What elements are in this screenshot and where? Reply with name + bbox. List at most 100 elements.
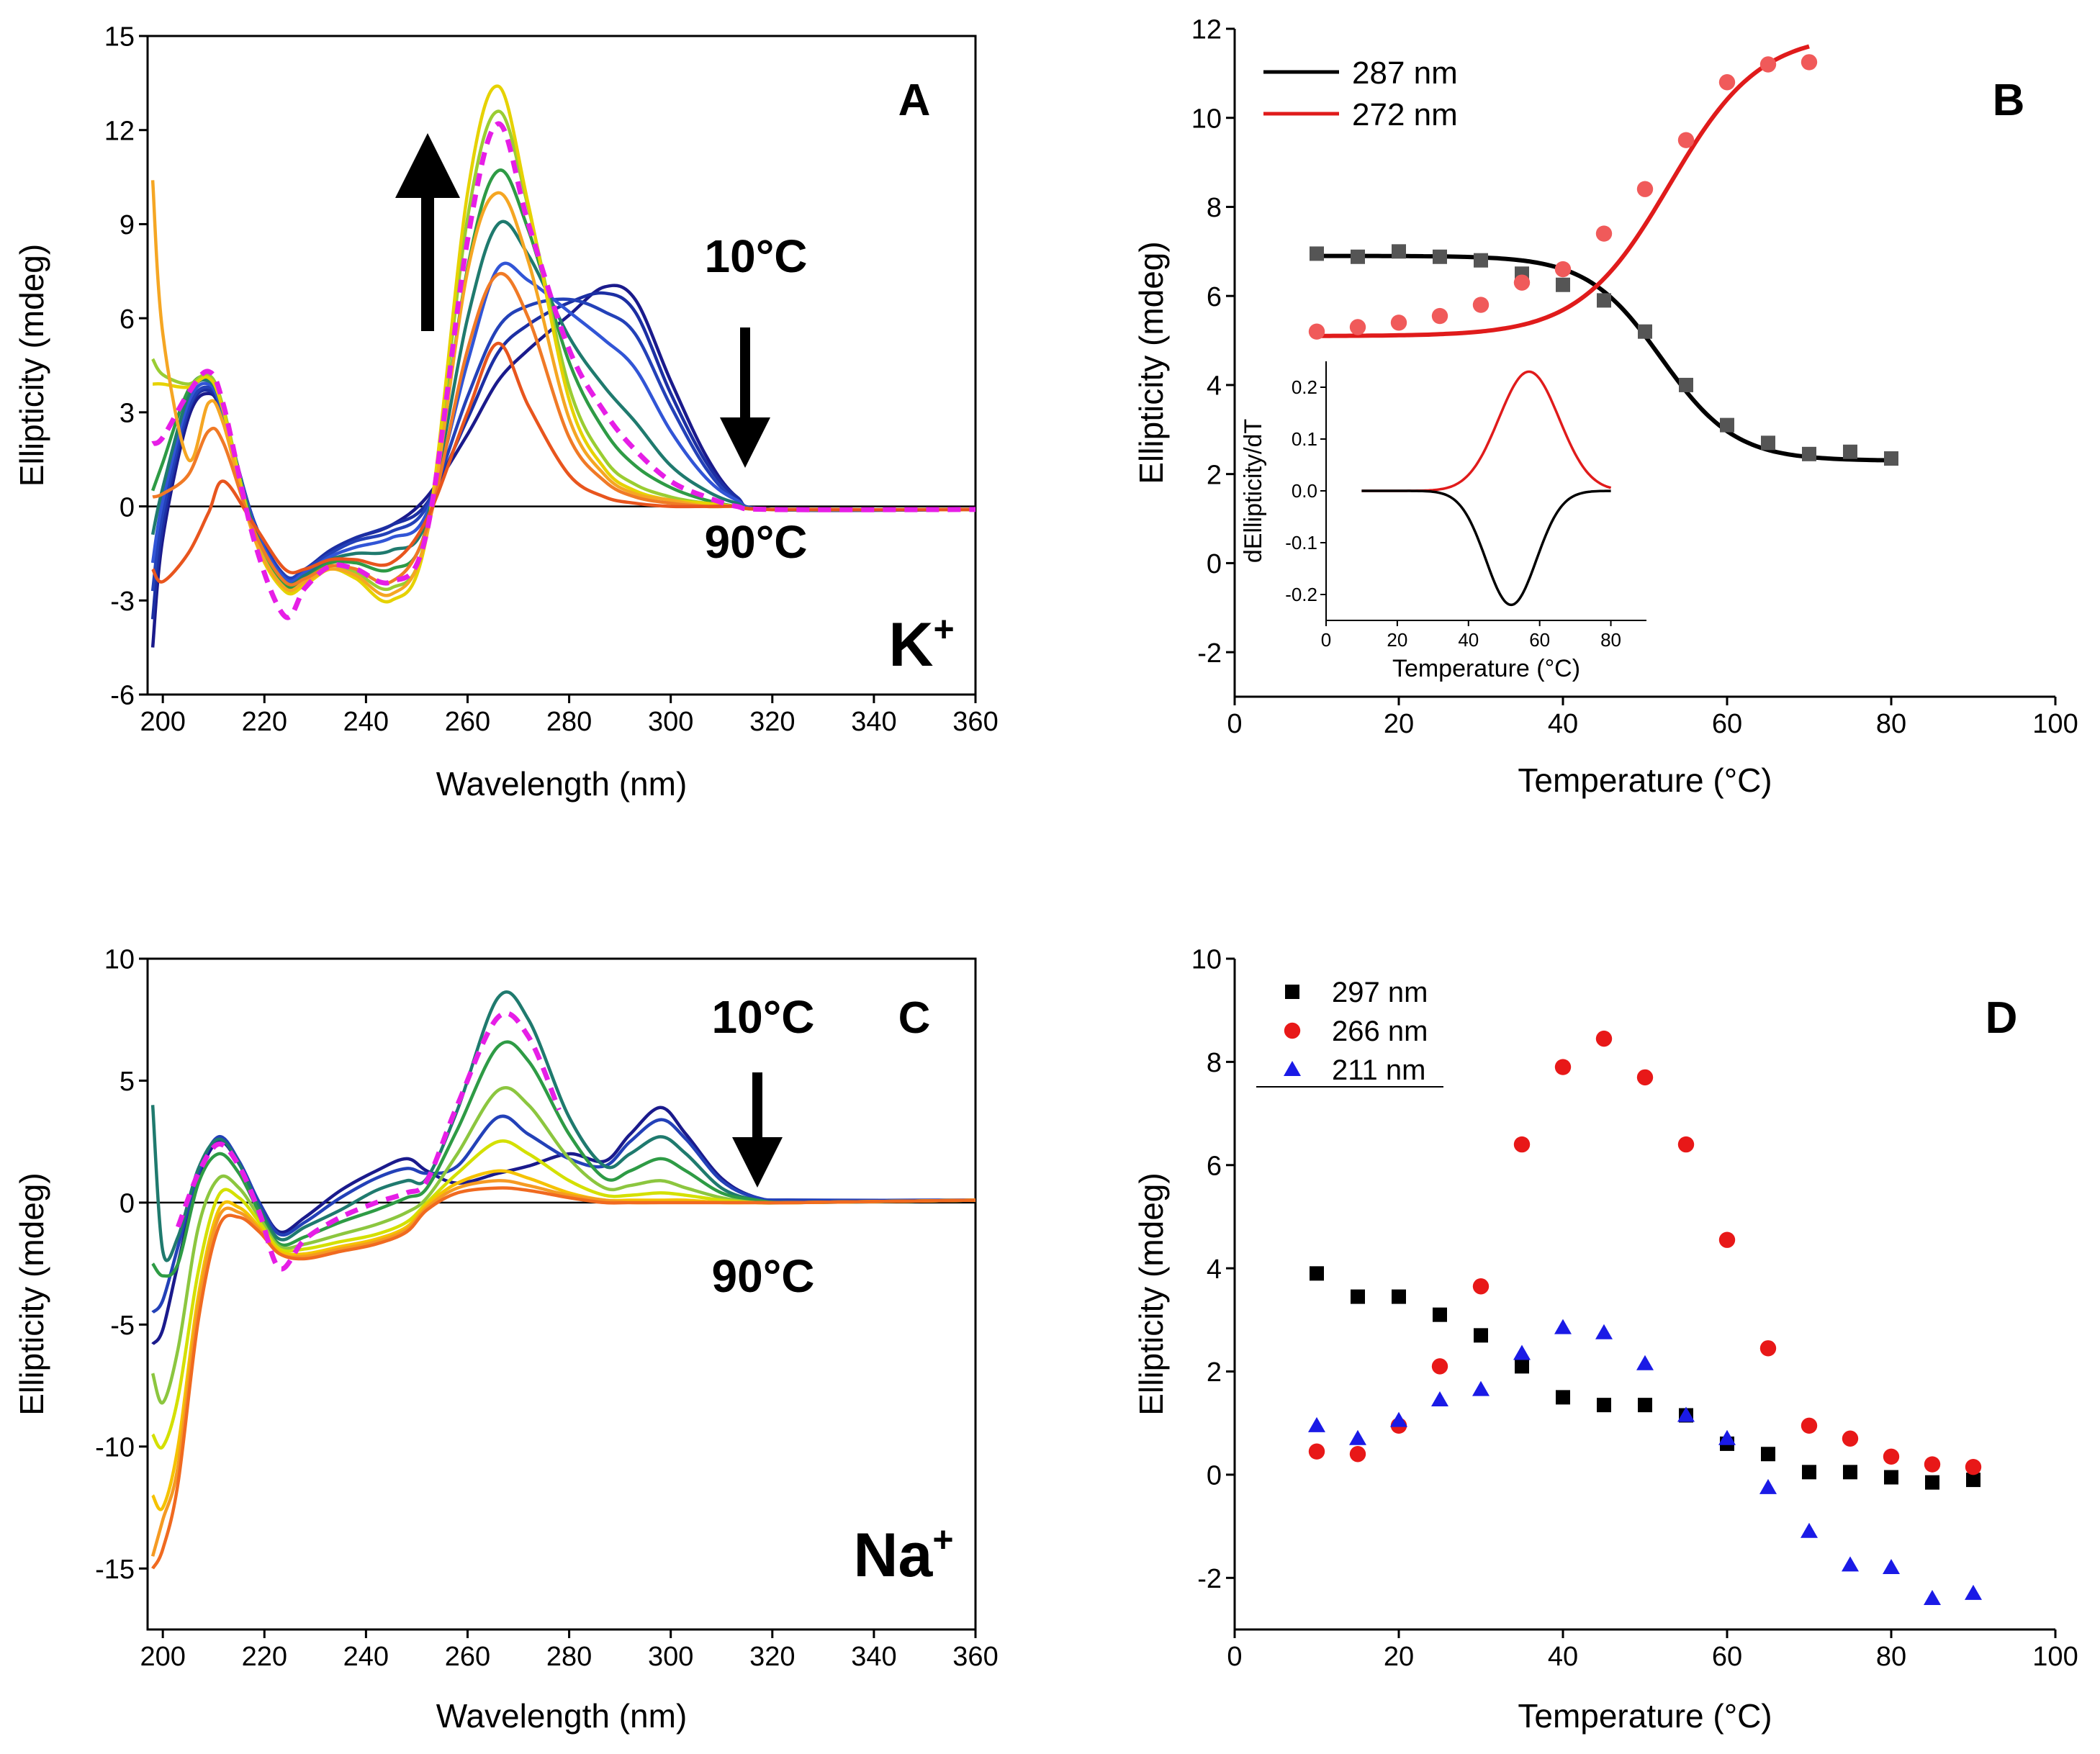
d-y-axis-title: Ellipticity (mdeg) (1132, 1172, 1170, 1415)
a-series-90c (151, 341, 976, 584)
b-point-287nm (1884, 451, 1898, 466)
c-y-tick-label: 0 (120, 1189, 135, 1219)
b-point-272nm (1554, 261, 1572, 278)
d-point-266nm (1513, 1136, 1531, 1153)
panel-b-legend: 287 nm 272 nm (1263, 55, 1458, 132)
d-point-211nm (1595, 1324, 1613, 1339)
d-x-tick-label: 60 (1712, 1642, 1742, 1672)
c-series-50c (150, 1085, 976, 1405)
d-x-tick-label: 40 (1548, 1642, 1578, 1672)
b-y-tick-label: 0 (1207, 549, 1222, 579)
b-y-axis-title: Ellipticity (mdeg) (1132, 241, 1170, 484)
d-point-297nm (1474, 1328, 1488, 1343)
panel-a-plot-area: 200 220 240 260 280 300 320 340 360 -6 -3 0 3 6 9 12 15 W… (13, 22, 999, 803)
b-inset-x-tick-label: 60 (1529, 629, 1550, 651)
panel-a-ion-label: K+ (888, 609, 954, 679)
d-legend-marker (1284, 1061, 1301, 1076)
b-inset-x-tick-label: 80 (1600, 629, 1621, 651)
d-point-266nm (1718, 1231, 1736, 1248)
c-x-tick-label: 260 (445, 1642, 490, 1672)
d-point-297nm (1392, 1289, 1406, 1304)
b-inset-y-tick-label: 0.0 (1292, 480, 1317, 502)
panel-a-temp-low-label: 90°C (705, 516, 808, 568)
d-y-tick-label: 0 (1207, 1461, 1222, 1491)
d-point-211nm (1636, 1355, 1654, 1370)
d-point-266nm (1677, 1136, 1695, 1153)
panel-c-label: C (898, 993, 931, 1043)
c-y-tick-label: 5 (120, 1067, 135, 1097)
c-series-60c (151, 1139, 976, 1450)
d-point-266nm (1965, 1458, 1982, 1475)
c-series-40c (151, 1040, 976, 1278)
d-point-211nm (1554, 1319, 1572, 1334)
a-y-tick-label: 15 (104, 22, 135, 53)
c-x-tick-label: 320 (749, 1642, 795, 1672)
panel-c-ion-label: Na+ (853, 1519, 953, 1590)
a-x-tick-label: 200 (140, 707, 185, 737)
b-legend-label: 272 nm (1352, 97, 1458, 132)
d-point-297nm (1515, 1359, 1529, 1374)
b-inset-x-axis-title: Temperature (°C) (1392, 655, 1580, 682)
d-point-211nm (1801, 1522, 1818, 1538)
d-point-297nm (1843, 1465, 1857, 1480)
b-inset-y-axis-title: dEllipticity/dT (1240, 419, 1267, 563)
d-y-tick-label: 10 (1191, 945, 1222, 975)
b-point-287nm (1720, 417, 1734, 433)
d-point-297nm (1556, 1390, 1570, 1405)
c-frame (146, 957, 977, 1631)
panel-d-legend: 297 nm 266 nm 211 nm (1256, 977, 1443, 1088)
d-point-297nm (1433, 1307, 1447, 1322)
b-point-272nm (1431, 307, 1448, 325)
b-y-tick-label: 4 (1207, 371, 1222, 402)
b-inset-y-tick-label: 0.1 (1292, 428, 1317, 450)
b-inset-x-tick-label: 0 (1321, 629, 1331, 651)
d-point-211nm (1308, 1416, 1325, 1432)
panel-c-temp-low-label: 90°C (712, 1250, 815, 1302)
d-point-266nm (1924, 1456, 1941, 1473)
c-y-tick-label: -15 (95, 1555, 135, 1585)
d-legend-label: 266 nm (1332, 1016, 1428, 1047)
a-y-tick-label: 6 (120, 304, 135, 335)
d-point-211nm (1965, 1584, 1982, 1600)
b-point-287nm (1597, 293, 1611, 308)
b-point-272nm (1349, 319, 1366, 335)
panel-a-label: A (898, 76, 931, 125)
panel-b-label: B (1993, 76, 2025, 125)
panel-a-temp-high-label: 10°C (705, 230, 808, 282)
b-legend-label: 287 nm (1352, 55, 1458, 91)
d-legend-label: 211 nm (1332, 1054, 1425, 1086)
d-y-tick-label: 8 (1207, 1048, 1222, 1078)
d-point-266nm (1554, 1059, 1572, 1075)
b-point-272nm (1308, 323, 1325, 340)
panel-c: 200 220 240 260 280 300 320 340 360 -15 -10 -5 0 5 10 W… (13, 945, 999, 1735)
d-point-211nm (1842, 1556, 1859, 1572)
d-point-266nm (1308, 1443, 1325, 1460)
panel-b-plot-area: 0 20 40 60 80 100 -2 0 2 4 6 8 10 12 Temperature (°C) E… (1132, 15, 2078, 799)
d-legend-label: 297 nm (1332, 977, 1428, 1008)
b-point-287nm (1679, 377, 1693, 392)
b-x-tick-label: 0 (1227, 709, 1242, 739)
b-point-287nm (1761, 435, 1775, 451)
b-x-tick-label: 20 (1384, 709, 1414, 739)
d-point-297nm (1351, 1289, 1365, 1304)
d-x-tick-label: 100 (2032, 1642, 2078, 1672)
d-y-tick-label: 4 (1207, 1255, 1222, 1285)
c-series-10c (151, 1106, 976, 1346)
b-inset-y-tick-label: -0.2 (1285, 584, 1317, 605)
b-point-287nm (1433, 249, 1447, 264)
b-x-tick-label: 100 (2032, 709, 2078, 739)
panel-a: 200 220 240 260 280 300 320 340 360 -6 -3 0 3 6 9 12 15 W… (13, 22, 999, 803)
d-point-211nm (1472, 1380, 1490, 1396)
b-point-272nm (1472, 297, 1490, 313)
b-inset-272nmderivative (1361, 370, 1612, 492)
panel-c-temp-high-label: 10°C (712, 991, 815, 1043)
d-point-211nm (1718, 1429, 1736, 1445)
b-point-272nm (1636, 181, 1654, 197)
d-point-297nm (1310, 1266, 1324, 1281)
d-point-211nm (1883, 1558, 1900, 1574)
b-point-272nm (1759, 56, 1777, 73)
d-y-tick-label: -2 (1197, 1564, 1222, 1594)
a-y-tick-label: -6 (110, 681, 135, 711)
d-point-266nm (1349, 1446, 1366, 1463)
